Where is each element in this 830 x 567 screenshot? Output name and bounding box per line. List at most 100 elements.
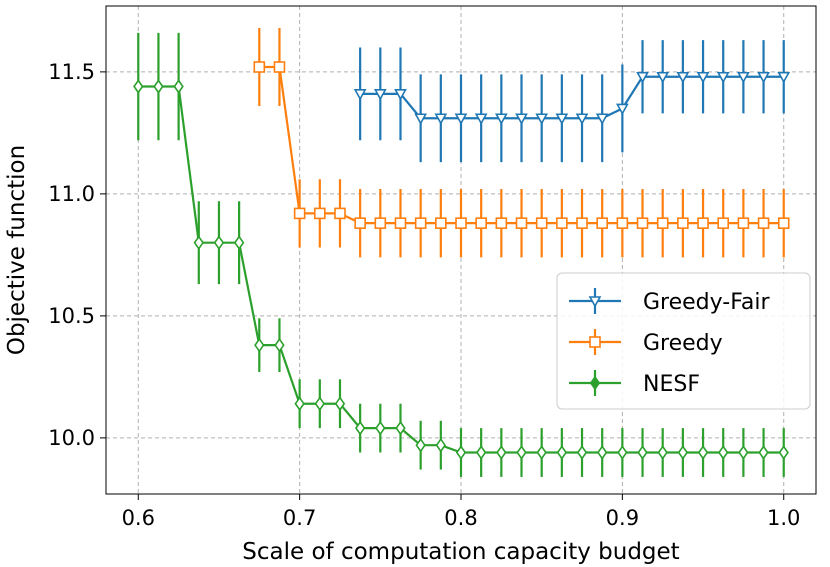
data-point: [434, 113, 448, 125]
x-tick-label: 0.9: [606, 506, 639, 530]
data-point: [496, 445, 507, 460]
legend-box: [556, 272, 811, 410]
data-point: [535, 113, 549, 125]
data-point: [353, 89, 367, 101]
x-tick-label: 1.0: [767, 506, 800, 530]
legend: Greedy-Fair Greedy NESF: [556, 272, 811, 410]
data-point: [273, 61, 286, 73]
data-point: [394, 89, 407, 101]
data-point: [778, 445, 789, 460]
data-point: [637, 445, 648, 460]
data-point: [455, 217, 467, 229]
data-point: [475, 217, 487, 229]
data-point: [697, 217, 709, 229]
data-point: [354, 217, 366, 229]
data-point: [455, 445, 467, 460]
data-point: [616, 103, 629, 116]
data-point: [575, 113, 589, 125]
y-tick-label: 11.0: [48, 182, 95, 206]
legend-label: NESF: [643, 372, 700, 397]
data-point: [294, 396, 305, 412]
data-point: [474, 113, 488, 125]
data-point: [314, 396, 325, 412]
x-tick-label: 0.7: [283, 506, 316, 530]
data-point: [717, 217, 730, 229]
x-tick-label: 0.8: [444, 506, 477, 530]
y-axis-label: Objective function: [4, 145, 30, 355]
data-point: [375, 420, 386, 436]
legend-label: Greedy: [643, 331, 723, 356]
data-point: [777, 217, 790, 229]
legend-item: Greedy: [569, 329, 723, 356]
data-point: [395, 420, 406, 436]
data-point: [737, 71, 750, 84]
data-point: [556, 445, 568, 460]
data-point: [576, 445, 588, 460]
data-point: [656, 217, 669, 229]
data-point: [757, 71, 770, 84]
data-point: [596, 217, 608, 229]
data-point: [475, 445, 487, 460]
legend-marker: [588, 296, 602, 308]
data-point: [233, 235, 245, 251]
data-point: [676, 71, 690, 84]
data-point: [617, 445, 628, 460]
data-point: [738, 445, 749, 460]
data-point: [597, 445, 608, 460]
data-point: [133, 79, 144, 94]
data-point: [293, 207, 306, 220]
data-point: [193, 235, 204, 251]
data-point: [414, 113, 428, 125]
data-point: [718, 445, 729, 460]
legend-marker: [589, 375, 601, 391]
data-point: [535, 217, 548, 229]
y-tick-label: 11.5: [48, 60, 95, 84]
legend-marker: [589, 336, 601, 348]
data-point: [636, 217, 649, 229]
ticks: 0.6 0.7 0.8 0.9 1.0 10.0 10.5 11.0 11.5: [48, 60, 800, 530]
data-point: [515, 217, 528, 229]
data-point: [253, 61, 266, 73]
legend-item: NESF: [569, 370, 700, 397]
data-point: [636, 71, 649, 84]
data-point: [677, 445, 689, 460]
series-greedy-fair: [353, 40, 791, 163]
y-tick-label: 10.0: [48, 426, 95, 450]
data-point: [516, 445, 527, 460]
data-point: [334, 396, 346, 412]
data-point: [494, 113, 508, 125]
data-point: [354, 420, 366, 436]
data-point: [374, 217, 387, 229]
data-point: [595, 113, 609, 125]
data-point: [153, 79, 164, 94]
data-point: [696, 71, 710, 84]
data-point: [454, 113, 468, 125]
data-point: [435, 217, 447, 229]
data-point: [373, 89, 387, 101]
legend-item: Greedy-Fair: [569, 288, 770, 315]
data-point: [757, 217, 770, 229]
legend-label: Greedy-Fair: [643, 290, 770, 315]
data-point: [435, 437, 447, 453]
data-point: [616, 217, 629, 229]
x-tick-label: 0.6: [122, 506, 155, 530]
data-point: [314, 207, 326, 220]
data-point: [274, 337, 285, 353]
x-axis-label: Scale of computation capacity budget: [242, 539, 679, 565]
data-point: [576, 217, 588, 229]
data-point: [173, 79, 184, 94]
data-point: [213, 235, 225, 251]
data-point: [697, 445, 709, 460]
series-nesf: [133, 32, 789, 477]
series-line: [360, 75, 784, 120]
data-point: [334, 207, 346, 220]
data-point: [716, 71, 730, 84]
data-point: [657, 445, 668, 460]
data-point: [394, 217, 407, 229]
y-tick-label: 10.5: [48, 304, 95, 328]
data-point: [495, 217, 508, 229]
data-point: [677, 217, 689, 229]
data-point: [515, 113, 528, 125]
data-point: [777, 71, 791, 84]
